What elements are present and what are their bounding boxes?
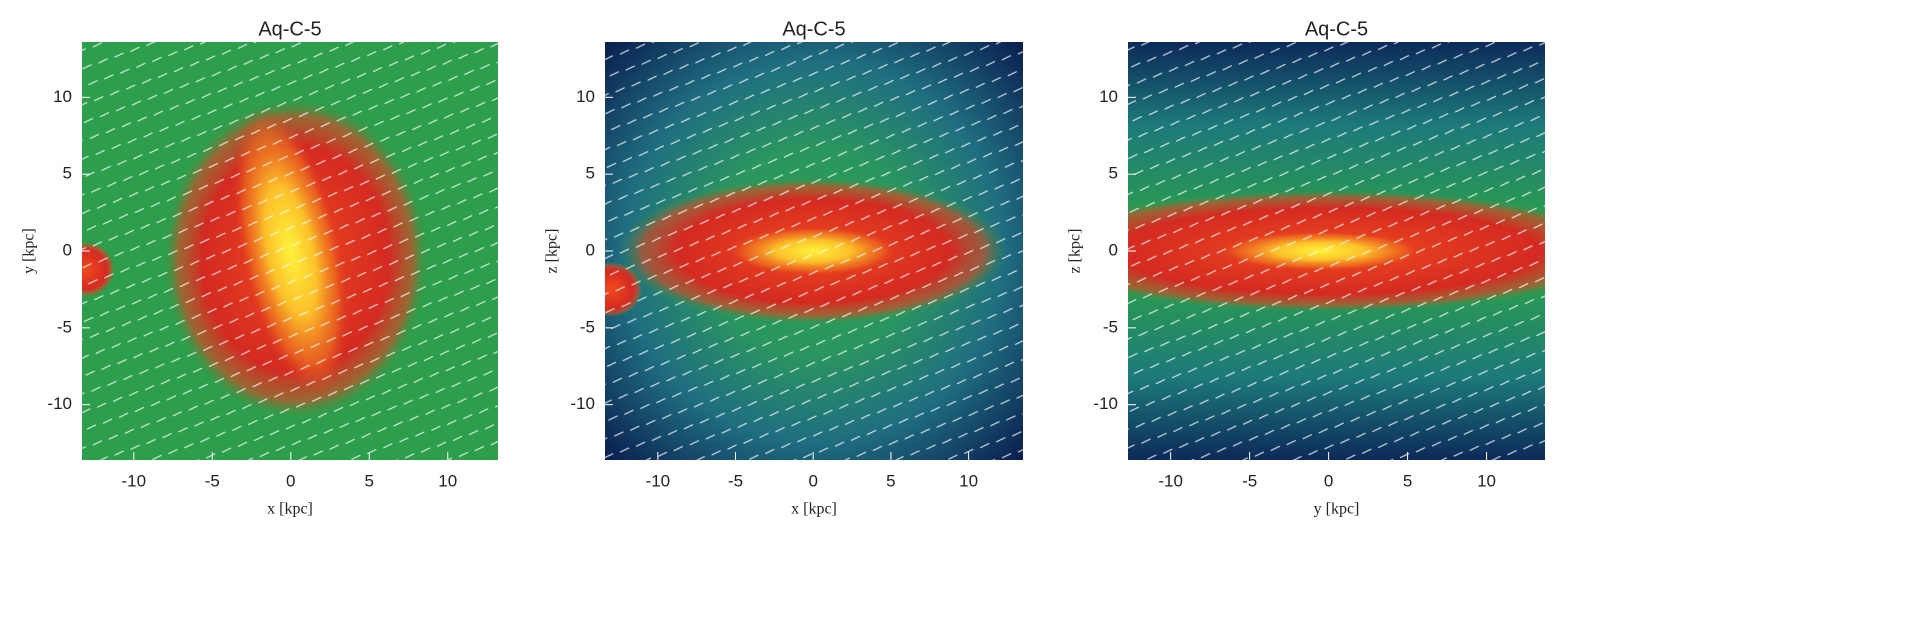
panel-title: Aq-C-5 xyxy=(1305,18,1368,40)
x-tick-label: 5 xyxy=(886,471,895,490)
x-axis-label: x [kpc] xyxy=(791,501,837,518)
plot-area xyxy=(82,42,498,460)
y-tick-label: 5 xyxy=(586,164,595,183)
x-tick-label: 10 xyxy=(438,471,457,490)
x-tick-label: 0 xyxy=(808,471,817,490)
x-tick-label: -10 xyxy=(1158,471,1183,490)
y-axis-label: y [kpc] xyxy=(21,228,38,274)
panel-title: Aq-C-5 xyxy=(258,18,321,40)
y-tick-label: -5 xyxy=(57,317,72,336)
x-tick-label: -5 xyxy=(205,471,220,490)
y-tick-label: 0 xyxy=(63,240,72,259)
x-axis-label: x [kpc] xyxy=(267,501,313,518)
x-tick-label: 0 xyxy=(286,471,295,490)
x-axis-label: y [kpc] xyxy=(1314,501,1360,518)
y-tick-label: 10 xyxy=(53,87,72,106)
y-axis-label: z [kpc] xyxy=(1067,229,1084,274)
y-tick-label: 10 xyxy=(576,87,595,106)
y-tick-label: -5 xyxy=(580,317,595,336)
y-tick-label: 5 xyxy=(1109,164,1118,183)
panel-title: Aq-C-5 xyxy=(782,18,845,40)
x-tick-label: 10 xyxy=(959,471,978,490)
y-tick-label: 0 xyxy=(586,240,595,259)
velocity-arrows xyxy=(82,42,498,460)
y-tick-label: -5 xyxy=(1103,317,1118,336)
x-tick-label: -10 xyxy=(122,471,147,490)
y-tick-label: -10 xyxy=(1093,394,1118,413)
x-tick-label: 5 xyxy=(365,471,374,490)
x-tick-label: 5 xyxy=(1403,471,1412,490)
x-tick-label: -5 xyxy=(728,471,743,490)
x-tick-label: -5 xyxy=(1242,471,1257,490)
y-tick-label: 0 xyxy=(1109,240,1118,259)
x-tick-label: 10 xyxy=(1477,471,1496,490)
y-tick-label: -10 xyxy=(570,394,595,413)
x-tick-label: -10 xyxy=(646,471,671,490)
velocity-arrows xyxy=(1128,42,1545,460)
x-tick-label: 0 xyxy=(1324,471,1333,490)
velocity-arrows xyxy=(605,42,1023,460)
y-tick-label: -10 xyxy=(47,394,72,413)
y-axis-label: z [kpc] xyxy=(544,229,561,274)
plot-area xyxy=(605,42,1023,460)
y-tick-label: 10 xyxy=(1099,87,1118,106)
plot-area xyxy=(1128,42,1545,460)
y-tick-label: 5 xyxy=(63,164,72,183)
